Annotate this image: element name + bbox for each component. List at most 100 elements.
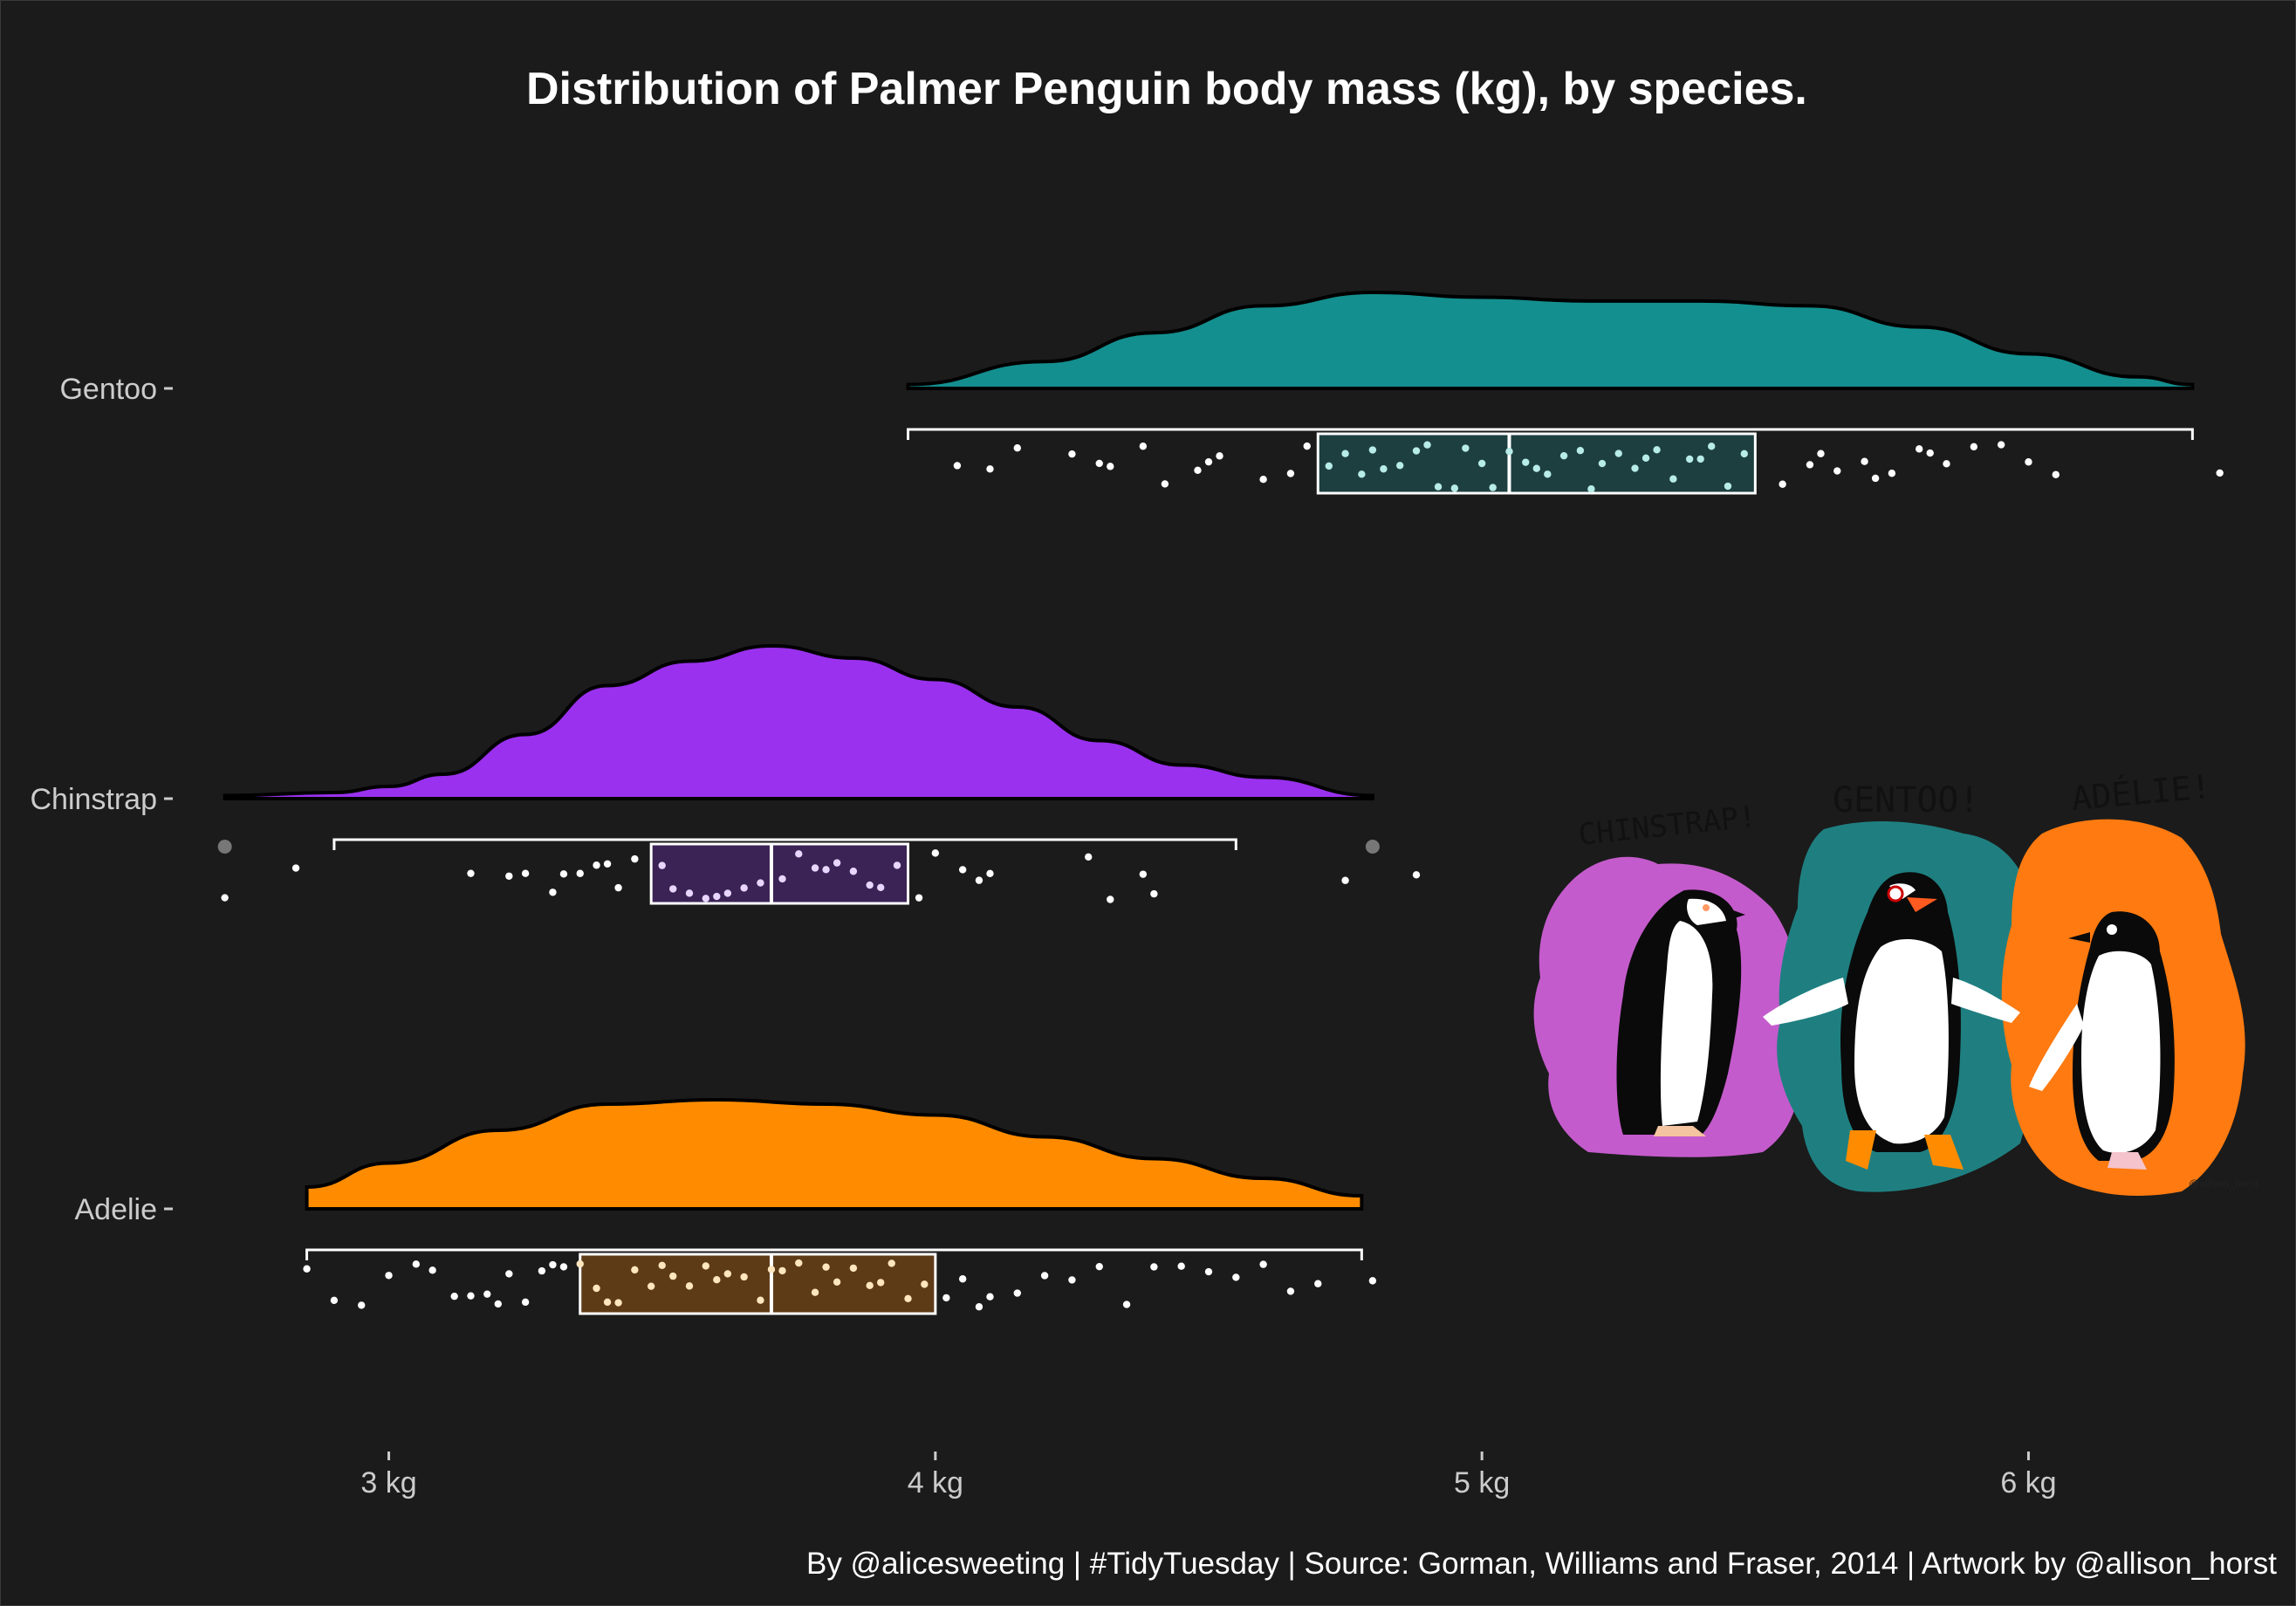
point-chinstrap (1139, 870, 1148, 878)
point-adelie (713, 1276, 721, 1284)
point-chinstrap (1412, 871, 1421, 879)
density-chinstrap (223, 643, 1374, 800)
point-gentoo (2025, 458, 2032, 466)
point-chinstrap (713, 892, 721, 901)
point-gentoo (1095, 459, 1103, 468)
point-gentoo (1614, 450, 1622, 457)
point-gentoo (1505, 448, 1513, 456)
point-chinstrap (658, 861, 666, 869)
point-adelie (1286, 1287, 1295, 1295)
point-chinstrap (931, 849, 940, 857)
point-gentoo (1970, 443, 1978, 451)
point-chinstrap (576, 869, 584, 877)
point-adelie (450, 1292, 458, 1301)
point-chinstrap (811, 864, 819, 872)
point-chinstrap (559, 870, 568, 878)
gentoo-penguin-drawing: GENTOO! (1763, 780, 2020, 1170)
point-gentoo (1544, 470, 1552, 478)
point-adelie (593, 1284, 600, 1293)
point-gentoo (1997, 441, 2005, 449)
point-gentoo (1434, 483, 1443, 491)
point-adelie (330, 1296, 339, 1305)
point-chinstrap (893, 861, 901, 869)
point-adelie (483, 1290, 491, 1298)
y-label-chinstrap: Chinstrap (30, 783, 157, 816)
point-adelie (614, 1299, 622, 1307)
point-adelie (412, 1260, 421, 1268)
point-adelie (521, 1298, 530, 1307)
outlier-chinstrap (217, 840, 232, 854)
point-adelie (647, 1282, 655, 1290)
point-gentoo (2052, 470, 2060, 478)
point-adelie (669, 1272, 677, 1280)
point-chinstrap (702, 895, 709, 903)
point-gentoo (1631, 464, 1639, 472)
point-adelie (685, 1282, 694, 1290)
point-gentoo (1641, 454, 1650, 463)
x-tick-label-5: 5 kg (1454, 1466, 1510, 1500)
point-gentoo (1916, 445, 1923, 453)
point-gentoo (1559, 451, 1568, 460)
adelie-penguin-drawing: ADÉLIE! @allison_horst (2029, 767, 2258, 1190)
y-label-adelie: Adelie (74, 1193, 157, 1226)
point-gentoo (1161, 480, 1169, 488)
point-gentoo (1779, 480, 1786, 488)
point-adelie (1150, 1263, 1158, 1271)
x-tick-label-3: 3 kg (360, 1466, 416, 1500)
point-gentoo (1396, 462, 1404, 470)
point-gentoo (1926, 449, 1934, 457)
point-adelie (942, 1294, 950, 1302)
point-adelie (702, 1262, 709, 1270)
point-gentoo (1653, 446, 1661, 454)
point-gentoo (1013, 444, 1021, 452)
point-chinstrap (593, 861, 600, 869)
point-chinstrap (614, 883, 622, 892)
point-chinstrap (1150, 889, 1158, 898)
point-gentoo (1368, 446, 1377, 454)
point-gentoo (1740, 450, 1748, 458)
point-gentoo (1489, 484, 1497, 491)
point-chinstrap (521, 869, 530, 877)
point-gentoo (1598, 459, 1607, 468)
point-gentoo (1450, 484, 1459, 492)
box-chinstrap (649, 842, 910, 905)
y-label-gentoo: Gentoo (59, 373, 157, 406)
point-adelie (986, 1293, 994, 1301)
point-chinstrap (723, 889, 732, 897)
point-adelie (921, 1280, 929, 1288)
point-gentoo (1817, 450, 1825, 457)
point-gentoo (1286, 470, 1295, 477)
point-adelie (1013, 1289, 1021, 1297)
point-adelie (385, 1272, 393, 1280)
point-chinstrap (778, 875, 786, 883)
point-gentoo (1669, 475, 1677, 483)
point-gentoo (1833, 467, 1841, 475)
artwork-signature: @allison_horst (2189, 1177, 2258, 1190)
point-chinstrap (669, 885, 677, 893)
point-adelie (303, 1265, 311, 1273)
point-chinstrap (975, 876, 984, 884)
point-adelie (767, 1266, 776, 1273)
point-adelie (505, 1270, 513, 1278)
point-adelie (549, 1260, 557, 1269)
point-adelie (576, 1259, 584, 1268)
point-chinstrap (958, 866, 967, 874)
point-chinstrap (467, 869, 475, 877)
point-adelie (849, 1264, 858, 1273)
point-chinstrap (915, 894, 923, 902)
point-chinstrap (549, 889, 557, 896)
point-adelie (833, 1278, 841, 1286)
point-adelie (757, 1296, 764, 1304)
artwork-label-gentoo: GENTOO! (1833, 780, 1980, 820)
point-chinstrap (795, 850, 803, 858)
point-adelie (866, 1281, 874, 1290)
point-adelie (888, 1259, 895, 1267)
point-adelie (428, 1266, 436, 1274)
point-adelie (778, 1266, 786, 1275)
point-adelie (631, 1266, 639, 1274)
point-chinstrap (1341, 876, 1349, 884)
point-chinstrap (740, 884, 748, 892)
point-adelie (559, 1263, 568, 1271)
point-adelie (603, 1298, 612, 1307)
point-adelie (1314, 1280, 1322, 1287)
